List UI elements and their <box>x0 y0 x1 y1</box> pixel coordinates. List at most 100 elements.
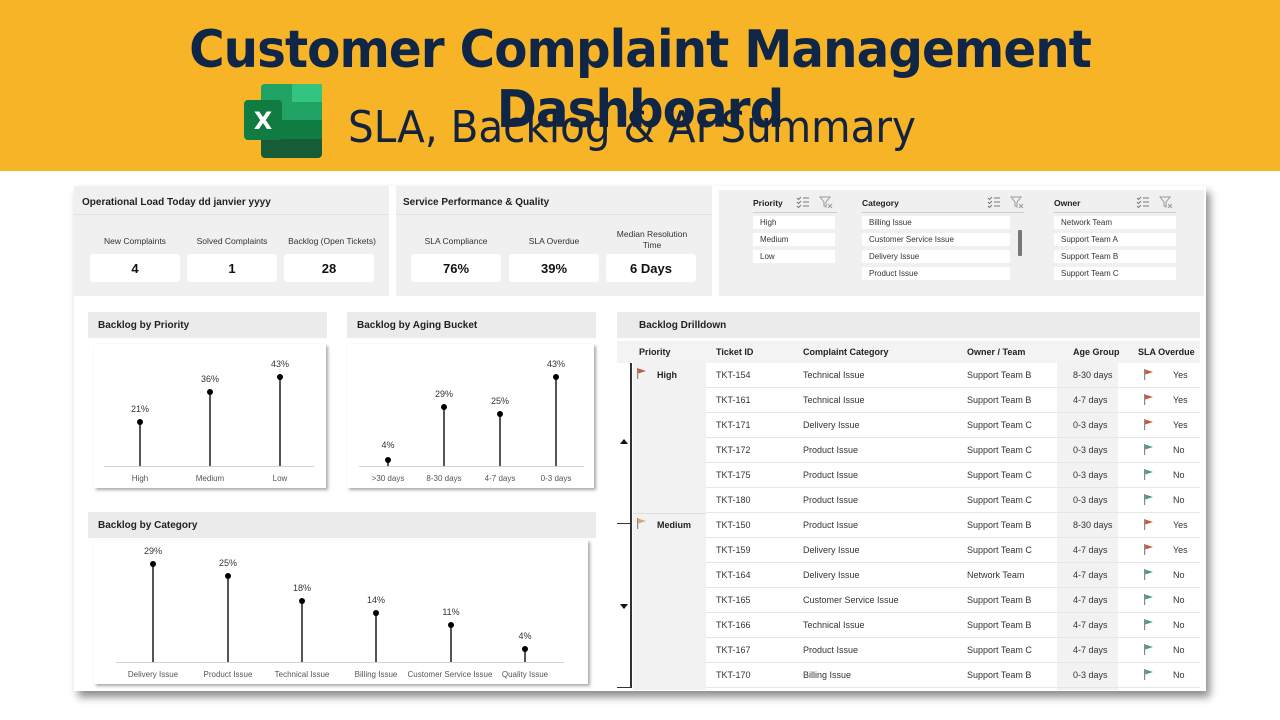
category-cell: Product Issue <box>803 495 859 505</box>
category-cell: Delivery Issue <box>803 570 860 580</box>
slicer-item-support-team-c[interactable]: Support Team C <box>1054 267 1176 280</box>
category-cell: Technical Issue <box>803 370 865 380</box>
kpi-label-backlog: Backlog (Open Tickets) <box>288 236 376 246</box>
clear-filter-icon[interactable] <box>1010 196 1024 208</box>
group-label-high: High <box>657 370 677 380</box>
table-row[interactable]: TKT-150 Product Issue Support Team B 8-30 d… <box>706 513 1200 538</box>
category-cell: Product Issue <box>803 520 859 530</box>
age-group-cell: 4-7 days <box>1073 395 1108 405</box>
kpi-value-solved: 1 <box>187 254 277 282</box>
col-owner-team[interactable]: Owner / Team <box>967 347 1026 357</box>
col-complaint-category[interactable]: Complaint Category <box>803 347 889 357</box>
dashboard-subtitle: SLA, Backlog & AI Summary <box>348 102 917 153</box>
category-cell: Delivery Issue <box>803 545 860 555</box>
sla-overdue-cell: No <box>1173 570 1185 580</box>
clear-filter-icon[interactable] <box>819 196 833 208</box>
col-sla-overdue[interactable]: SLA Overdue <box>1138 347 1195 357</box>
slicer-item-high[interactable]: High <box>753 216 835 229</box>
collapse-high-button[interactable] <box>620 439 628 444</box>
table-row[interactable]: TKT-167 Product Issue Support Team C 4-7 da… <box>706 638 1200 663</box>
age-group-cell: 8-30 days <box>1073 520 1113 530</box>
slicer-item-product[interactable]: Product Issue <box>862 267 1010 280</box>
kpi-label-solved: Solved Complaints <box>196 236 268 246</box>
banner: Customer Complaint Management Dashboard … <box>0 0 1280 171</box>
slicer-item-customer-service[interactable]: Customer Service Issue <box>862 233 1010 246</box>
slicer-scrollbar[interactable] <box>1018 230 1022 256</box>
ticket-id-cell: TKT-161 <box>716 395 751 405</box>
slicer-item-support-team-b[interactable]: Support Team B <box>1054 250 1176 263</box>
col-age-group[interactable]: Age Group <box>1073 347 1120 357</box>
owner-cell: Support Team C <box>967 470 1032 480</box>
category-cell: Product Issue <box>803 445 859 455</box>
flag-icon <box>1144 469 1153 480</box>
group-label-medium: Medium <box>657 520 692 530</box>
collapse-medium-button[interactable] <box>620 604 628 609</box>
table-row[interactable]: TKT-170 Billing Issue Support Team B 0-3 da… <box>706 663 1200 688</box>
slicer-title-priority: Priority <box>753 198 783 208</box>
slicer-title-owner: Owner <box>1054 198 1081 208</box>
flag-icon <box>1144 594 1153 605</box>
owner-cell: Support Team B <box>967 370 1032 380</box>
operational-load-title: Operational Load Today dd janvier yyyy <box>82 197 271 208</box>
age-group-cell: 4-7 days <box>1073 645 1108 655</box>
sla-overdue-cell: Yes <box>1173 395 1188 405</box>
table-row[interactable]: TKT-166 Technical Issue Support Team B 4-7 … <box>706 613 1200 638</box>
table-row[interactable]: TKT-180 Product Issue Support Team C 0-3 da… <box>706 488 1200 513</box>
age-group-cell: 0-3 days <box>1073 420 1108 430</box>
clear-filter-icon[interactable] <box>1159 196 1173 208</box>
age-group-cell: 0-3 days <box>1073 670 1108 680</box>
table-row[interactable]: TKT-171 Delivery Issue Support Team C 0-3 d… <box>706 413 1200 438</box>
age-group-cell: 4-7 days <box>1073 595 1108 605</box>
owner-cell: Support Team C <box>967 645 1032 655</box>
chart-header-category: Backlog by Category <box>88 512 596 538</box>
flag-icon <box>1144 619 1153 630</box>
multi-select-icon[interactable] <box>1136 196 1150 208</box>
category-cell: Product Issue <box>803 470 859 480</box>
age-group-cell: 0-3 days <box>1073 445 1108 455</box>
ticket-id-cell: TKT-175 <box>716 470 751 480</box>
category-cell: Technical Issue <box>803 620 865 630</box>
owner-cell: Support Team C <box>967 445 1032 455</box>
slicer-item-billing[interactable]: Billing Issue <box>862 216 1010 229</box>
sla-overdue-cell: No <box>1173 595 1185 605</box>
outline-bar <box>630 363 632 688</box>
table-row[interactable]: TKT-175 Product Issue Support Team C 0-3 da… <box>706 463 1200 488</box>
multi-select-icon[interactable] <box>796 196 810 208</box>
slicer-item-support-team-a[interactable]: Support Team A <box>1054 233 1176 246</box>
table-row[interactable]: TKT-172 Product Issue Support Team C 0-3 da… <box>706 438 1200 463</box>
ticket-id-cell: TKT-180 <box>716 495 751 505</box>
flag-icon <box>1144 419 1153 430</box>
flag-icon <box>1144 644 1153 655</box>
slicer-item-network-team[interactable]: Network Team <box>1054 216 1176 229</box>
table-row[interactable]: TKT-161 Technical Issue Support Team B 4-7 … <box>706 388 1200 413</box>
flag-icon <box>637 368 646 379</box>
drilldown-header: Backlog Drilldown <box>617 312 1200 338</box>
ticket-id-cell: TKT-164 <box>716 570 751 580</box>
chart-title-category: Backlog by Category <box>98 520 198 531</box>
flag-icon <box>1144 394 1153 405</box>
col-priority[interactable]: Priority <box>639 347 671 357</box>
slicer-item-medium[interactable]: Medium <box>753 233 835 246</box>
service-performance-panel: Service Performance & Quality SLA Compli… <box>396 186 712 296</box>
owner-cell: Support Team B <box>967 520 1032 530</box>
ticket-id-cell: TKT-154 <box>716 370 751 380</box>
col-ticket-id[interactable]: Ticket ID <box>716 347 754 357</box>
sla-overdue-cell: No <box>1173 670 1185 680</box>
flag-icon <box>1144 369 1153 380</box>
table-row[interactable]: TKT-159 Delivery Issue Support Team C 4-7 d… <box>706 538 1200 563</box>
dashboard-sheet: Operational Load Today dd janvier yyyy N… <box>74 186 1206 691</box>
sla-overdue-cell: Yes <box>1173 545 1188 555</box>
slicer-item-delivery[interactable]: Delivery Issue <box>862 250 1010 263</box>
multi-select-icon[interactable] <box>987 196 1001 208</box>
flag-icon <box>1144 544 1153 555</box>
operational-load-panel: Operational Load Today dd janvier yyyy N… <box>74 186 389 296</box>
flag-icon <box>1144 669 1153 680</box>
owner-cell: Support Team C <box>967 420 1032 430</box>
table-row[interactable]: TKT-154 Technical Issue Support Team B 8-30… <box>706 363 1200 388</box>
slicer-item-low[interactable]: Low <box>753 250 835 263</box>
table-row[interactable]: TKT-164 Delivery Issue Network Team 4-7 day… <box>706 563 1200 588</box>
flag-icon <box>1144 519 1153 530</box>
table-row[interactable]: TKT-165 Customer Service Issue Support Tea… <box>706 588 1200 613</box>
category-cell: Customer Service Issue <box>803 595 899 605</box>
age-group-cell: 8-30 days <box>1073 370 1113 380</box>
